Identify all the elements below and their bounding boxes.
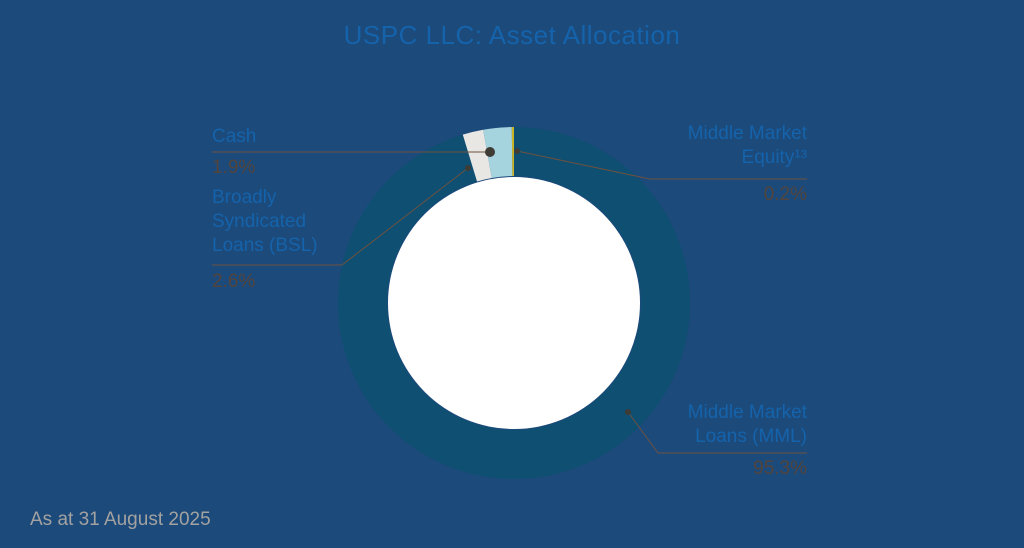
mml-label: Middle Market Loans (MML) bbox=[687, 402, 807, 447]
cash-marker-dot bbox=[485, 147, 495, 157]
bsl-label: Broadly Syndicated Loans (BSL) bbox=[212, 187, 318, 256]
cash-label: Cash bbox=[212, 126, 257, 147]
mml-value: 95.3% bbox=[753, 458, 807, 479]
mml-leader-line bbox=[627, 411, 807, 454]
donut-slices bbox=[338, 127, 691, 479]
pie-slice-cash bbox=[462, 129, 492, 182]
donut-hole bbox=[388, 177, 640, 429]
mml-marker-dot bbox=[625, 409, 631, 415]
chart-title: USPC LLC: Asset Allocation bbox=[343, 20, 681, 50]
pie-slice-middle-market-equity bbox=[511, 127, 514, 177]
as-at-date: As at 31 August 2025 bbox=[30, 509, 211, 530]
equity-value: 0.2% bbox=[763, 184, 807, 205]
equity-leader-line bbox=[516, 150, 807, 180]
bsl-marker-dot bbox=[465, 165, 471, 171]
equity-marker-dot bbox=[514, 148, 520, 154]
pie-slice-broadly-syndicated-loans-bsl- bbox=[483, 127, 513, 178]
bsl-value: 2.6% bbox=[212, 271, 256, 292]
equity-label: Middle Market Equity¹³ bbox=[687, 123, 807, 168]
bsl-leader-line bbox=[212, 167, 469, 266]
cash-value: 1.9% bbox=[212, 157, 256, 178]
